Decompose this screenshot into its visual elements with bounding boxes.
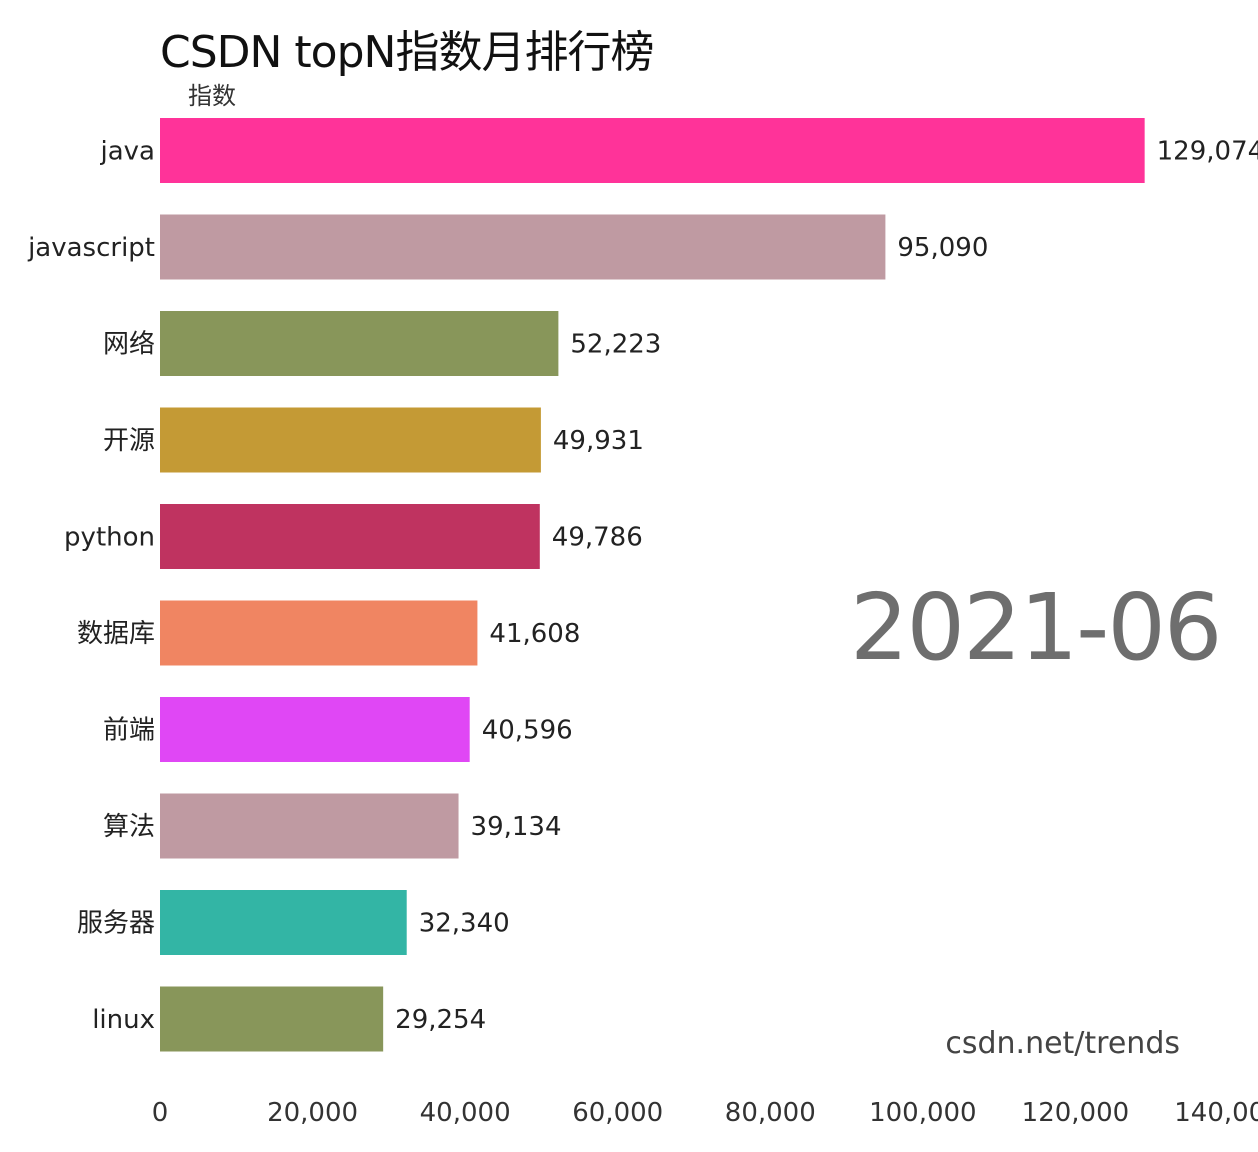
x-tick-label-5: 100,000 — [869, 1098, 977, 1128]
x-tick-label-0: 0 — [152, 1098, 169, 1128]
x-tick-label-4: 80,000 — [725, 1098, 816, 1128]
bar-2 — [160, 311, 559, 376]
value-label-6: 40,596 — [482, 716, 573, 746]
value-label-1: 95,090 — [897, 233, 988, 263]
category-label-4: python — [64, 523, 155, 553]
value-label-3: 49,931 — [553, 426, 644, 456]
value-label-9: 29,254 — [395, 1005, 486, 1035]
category-label-7: 算法 — [103, 812, 155, 842]
bar-5 — [160, 600, 478, 666]
x-tick-label-2: 40,000 — [420, 1098, 511, 1128]
period-label: 2021-06 — [850, 574, 1222, 681]
x-tick-label-1: 20,000 — [267, 1098, 358, 1128]
category-label-3: 开源 — [103, 426, 155, 456]
bar-7 — [160, 793, 459, 859]
value-label-5: 41,608 — [489, 619, 580, 649]
category-label-6: 前端 — [103, 716, 155, 746]
value-label-4: 49,786 — [552, 523, 643, 553]
x-tick-label-3: 60,000 — [572, 1098, 663, 1128]
category-label-1: javascript — [27, 233, 155, 263]
category-label-9: linux — [92, 1005, 155, 1035]
bar-9 — [160, 986, 384, 1052]
bar-3 — [160, 407, 541, 473]
bar-1 — [160, 214, 886, 280]
x-tick-label-7: 140,000 — [1174, 1098, 1258, 1128]
x-tick-label-6: 120,000 — [1022, 1098, 1130, 1128]
category-label-5: 数据库 — [77, 619, 155, 649]
bar-6 — [160, 697, 470, 762]
value-label-7: 39,134 — [471, 812, 562, 842]
category-label-2: 网络 — [103, 330, 155, 360]
category-label-8: 服务器 — [77, 909, 155, 939]
value-label-8: 32,340 — [419, 909, 510, 939]
chart-title: CSDN topN指数月排行榜 — [160, 27, 654, 78]
bar-4 — [160, 504, 540, 569]
value-label-0: 129,074 — [1157, 137, 1258, 167]
source-label: csdn.net/trends — [945, 1026, 1180, 1061]
value-label-2: 52,223 — [570, 330, 661, 360]
y-axis-label: 指数 — [188, 82, 236, 110]
bar-8 — [160, 890, 407, 955]
category-label-0: java — [100, 137, 155, 167]
bar-0 — [160, 118, 1145, 183]
